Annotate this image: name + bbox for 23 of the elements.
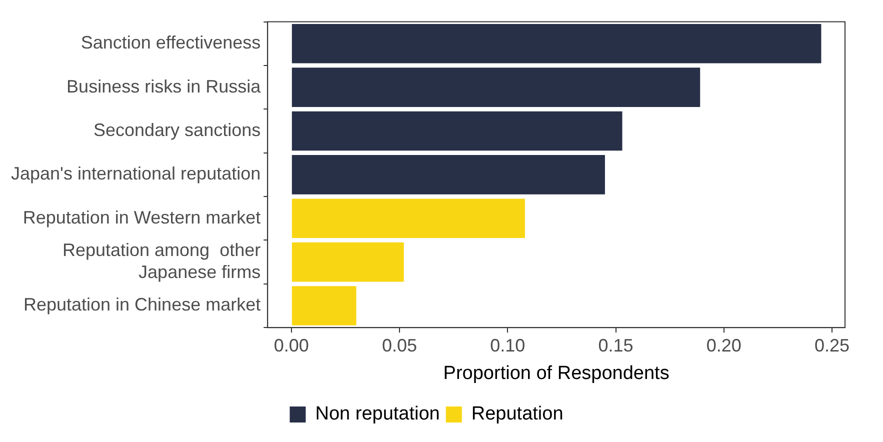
x-tick-label: 0.05 bbox=[382, 335, 418, 356]
y-tick-label: Reputation among other Japanese firms bbox=[62, 240, 261, 282]
bar bbox=[292, 24, 822, 64]
x-tick-label: 0.10 bbox=[490, 335, 526, 356]
x-tick-label: 0.25 bbox=[814, 335, 850, 356]
bar bbox=[292, 111, 622, 151]
y-tick-label: Reputation in Chinese market bbox=[23, 294, 261, 315]
x-tick-label: 0.00 bbox=[274, 335, 309, 356]
x-tick-label: 0.20 bbox=[706, 335, 742, 356]
bar bbox=[292, 286, 356, 326]
bar bbox=[292, 68, 700, 107]
bar bbox=[292, 155, 605, 194]
y-tick-label: Japan's international reputation bbox=[11, 164, 261, 184]
bar bbox=[292, 198, 525, 238]
bar bbox=[292, 242, 404, 282]
y-tick-label: Reputation in Western market bbox=[22, 207, 261, 228]
y-tick-label: Business risks in Russia bbox=[66, 76, 262, 96]
y-tick-label: Sanction effectiveness bbox=[80, 32, 261, 53]
legend-label: Non reputation bbox=[315, 404, 440, 425]
x-tick-label: 0.15 bbox=[598, 335, 634, 356]
x-axis-title: Proportion of Respondents bbox=[443, 362, 670, 384]
legend-label: Reputation bbox=[471, 404, 564, 425]
y-tick-label: Secondary sanctions bbox=[94, 120, 261, 140]
